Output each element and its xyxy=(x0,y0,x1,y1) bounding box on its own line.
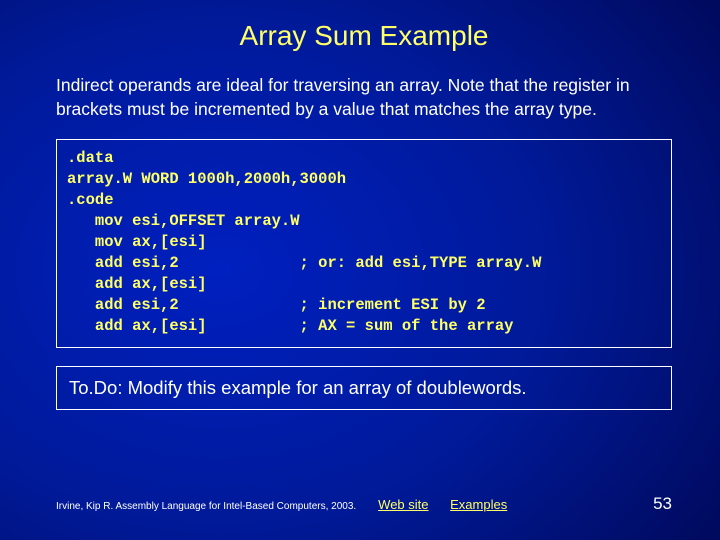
code-content: .data array.W WORD 1000h,2000h,3000h .co… xyxy=(67,148,661,336)
intro-paragraph: Indirect operands are ideal for traversi… xyxy=(56,74,672,121)
link-examples[interactable]: Examples xyxy=(450,497,507,512)
slide: Array Sum Example Indirect operands are … xyxy=(0,0,720,540)
todo-block: To.Do: Modify this example for an array … xyxy=(56,366,672,410)
footer-citation: Irvine, Kip R. Assembly Language for Int… xyxy=(56,501,356,512)
code-block: .data array.W WORD 1000h,2000h,3000h .co… xyxy=(56,139,672,347)
todo-text: To.Do: Modify this example for an array … xyxy=(69,377,659,399)
link-website[interactable]: Web site xyxy=(378,497,428,512)
footer: Irvine, Kip R. Assembly Language for Int… xyxy=(56,494,672,514)
page-number: 53 xyxy=(653,494,672,514)
footer-links: Web site Examples xyxy=(378,497,525,512)
slide-title: Array Sum Example xyxy=(56,20,672,52)
